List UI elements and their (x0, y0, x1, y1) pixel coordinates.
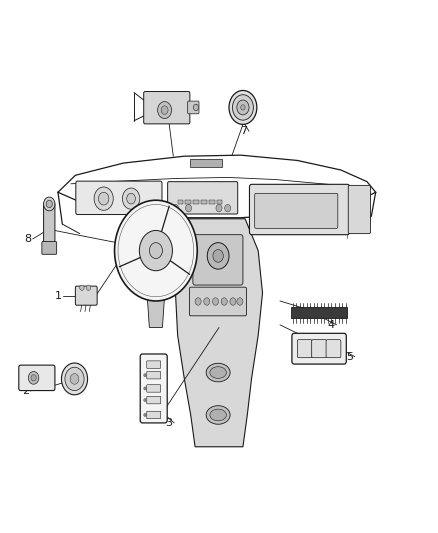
Bar (291, 307, 347, 318)
Circle shape (94, 187, 113, 211)
Text: 5: 5 (346, 352, 353, 361)
FancyBboxPatch shape (147, 385, 161, 392)
Ellipse shape (206, 364, 230, 382)
Circle shape (221, 298, 227, 305)
FancyBboxPatch shape (254, 193, 338, 228)
Circle shape (230, 298, 236, 305)
Circle shape (144, 414, 146, 417)
Text: 8: 8 (24, 234, 31, 244)
FancyBboxPatch shape (250, 184, 350, 235)
FancyBboxPatch shape (147, 361, 161, 368)
Ellipse shape (327, 187, 355, 202)
Circle shape (86, 285, 91, 290)
Circle shape (144, 399, 146, 402)
Bar (209, 200, 215, 205)
Circle shape (207, 243, 229, 269)
Ellipse shape (89, 185, 118, 201)
Circle shape (229, 91, 257, 124)
Circle shape (173, 205, 179, 212)
Text: 4: 4 (328, 320, 335, 330)
Circle shape (44, 197, 55, 211)
Circle shape (204, 298, 210, 305)
Circle shape (225, 205, 231, 212)
Bar (178, 200, 184, 205)
Circle shape (195, 298, 201, 305)
Circle shape (99, 192, 109, 205)
Circle shape (233, 95, 253, 120)
FancyBboxPatch shape (187, 101, 199, 114)
Circle shape (144, 374, 146, 377)
FancyBboxPatch shape (147, 397, 161, 404)
Circle shape (185, 205, 191, 212)
Text: 2: 2 (22, 386, 29, 396)
Circle shape (31, 375, 36, 381)
Circle shape (149, 243, 162, 259)
Bar (201, 200, 207, 205)
Ellipse shape (210, 409, 226, 421)
Circle shape (212, 298, 219, 305)
Bar (193, 200, 199, 205)
FancyBboxPatch shape (326, 340, 341, 358)
FancyBboxPatch shape (140, 354, 167, 423)
Text: 3: 3 (166, 418, 173, 428)
Circle shape (127, 193, 135, 204)
Circle shape (158, 102, 172, 118)
Bar (185, 200, 191, 205)
Circle shape (122, 188, 140, 209)
Circle shape (241, 105, 245, 110)
Circle shape (161, 106, 168, 114)
Circle shape (144, 387, 146, 390)
Circle shape (139, 230, 173, 271)
Circle shape (46, 200, 52, 208)
Ellipse shape (206, 406, 230, 424)
Circle shape (237, 298, 243, 305)
Ellipse shape (210, 367, 226, 378)
FancyBboxPatch shape (193, 235, 243, 285)
FancyBboxPatch shape (292, 333, 346, 364)
FancyBboxPatch shape (348, 185, 371, 233)
FancyBboxPatch shape (147, 411, 161, 419)
FancyBboxPatch shape (189, 287, 247, 316)
Circle shape (213, 249, 223, 262)
Bar (190, 159, 222, 167)
Circle shape (193, 104, 198, 111)
Bar (217, 200, 223, 205)
Circle shape (115, 200, 197, 301)
Circle shape (80, 285, 84, 290)
FancyBboxPatch shape (312, 340, 326, 358)
FancyBboxPatch shape (144, 92, 190, 124)
Circle shape (237, 100, 249, 115)
Polygon shape (176, 219, 262, 447)
Circle shape (70, 374, 79, 384)
Circle shape (216, 205, 222, 212)
FancyBboxPatch shape (147, 372, 161, 379)
FancyBboxPatch shape (75, 286, 97, 305)
FancyBboxPatch shape (168, 182, 238, 214)
Text: 7: 7 (240, 126, 247, 136)
FancyBboxPatch shape (297, 340, 312, 358)
Text: 6: 6 (148, 102, 155, 112)
Circle shape (65, 367, 84, 391)
Circle shape (28, 372, 39, 384)
Circle shape (61, 363, 88, 395)
FancyBboxPatch shape (76, 181, 162, 215)
Text: 1: 1 (54, 290, 61, 301)
Polygon shape (147, 296, 165, 327)
FancyBboxPatch shape (44, 203, 55, 246)
FancyBboxPatch shape (19, 365, 55, 391)
FancyBboxPatch shape (42, 241, 57, 254)
